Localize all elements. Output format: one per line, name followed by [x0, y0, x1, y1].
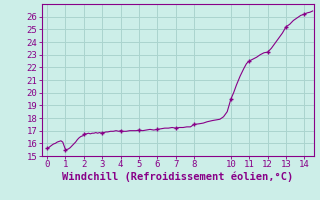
X-axis label: Windchill (Refroidissement éolien,°C): Windchill (Refroidissement éolien,°C): [62, 172, 293, 182]
